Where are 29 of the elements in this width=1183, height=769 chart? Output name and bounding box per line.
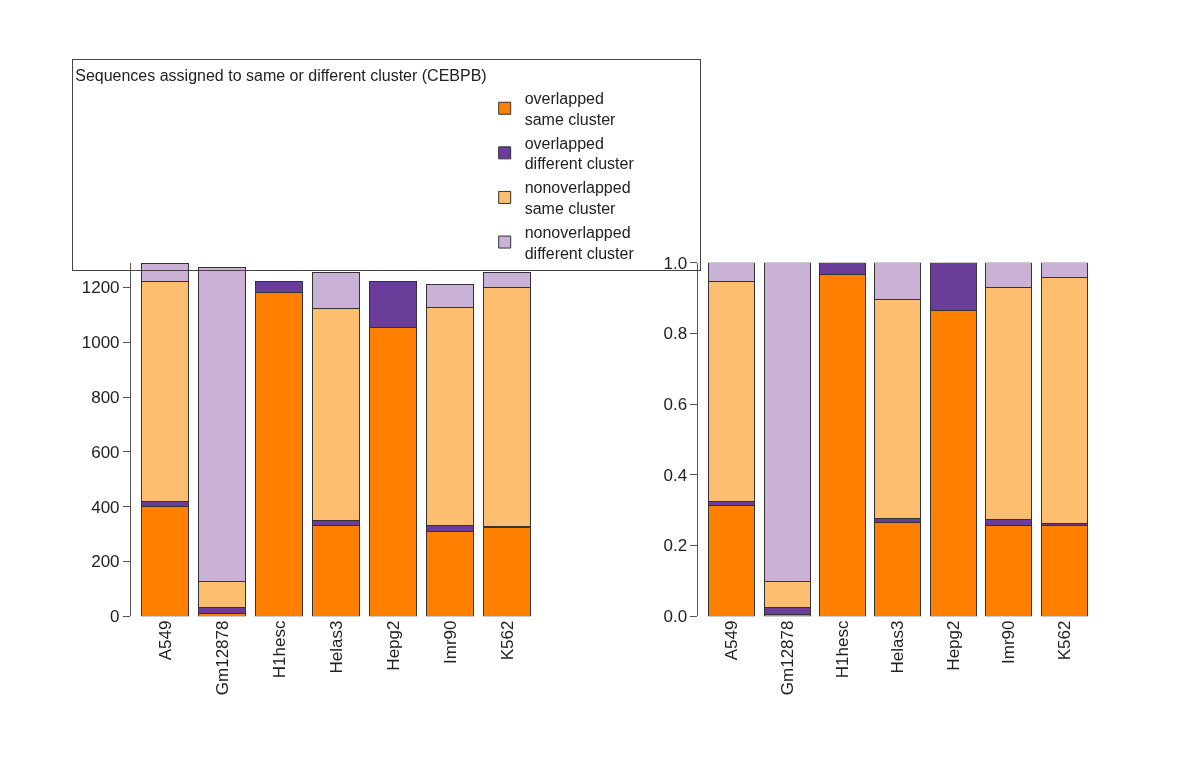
x-tick-label: H1hesc	[833, 620, 853, 679]
x-tick-label: K562	[1054, 620, 1074, 661]
y-tick-label: 1.0	[663, 253, 688, 273]
y-tick-label: 0	[110, 607, 120, 627]
x-tick-label: Helas3	[888, 620, 908, 674]
y-tick-label: 0.8	[663, 324, 688, 344]
y-tick-label: 0.6	[663, 395, 688, 415]
x-tick-label: K562	[497, 620, 517, 661]
x-tick-label: Hepg2	[383, 620, 403, 671]
legend-title: Sequences assigned to same or different cluster (CEBPB)	[75, 66, 487, 84]
x-tick-label: A549	[722, 620, 742, 661]
x-tick-label: H1hesc	[269, 620, 289, 679]
y-tick-label: 0.4	[663, 465, 688, 485]
x-tick-label: Imr90	[999, 620, 1019, 665]
x-tick-label: A549	[155, 620, 175, 661]
x-tick-label: Imr90	[440, 620, 460, 665]
y-tick-label: 600	[91, 442, 120, 462]
y-tick-label: 1200	[81, 278, 120, 298]
x-tick-label: Hepg2	[943, 620, 963, 671]
x-tick-label: Helas3	[326, 620, 346, 674]
y-tick-label: 0.2	[663, 536, 688, 556]
y-tick-label: 0.0	[663, 607, 688, 627]
x-tick-label: Gm12878	[777, 620, 797, 696]
y-tick-label: 800	[91, 387, 120, 407]
legend-label: nonoverlapped different cluster	[524, 223, 635, 262]
y-tick-label: 400	[91, 497, 120, 517]
y-tick-label: 1000	[81, 333, 120, 353]
y-tick-label: 200	[91, 552, 120, 572]
x-tick-label: Gm12878	[212, 620, 232, 696]
